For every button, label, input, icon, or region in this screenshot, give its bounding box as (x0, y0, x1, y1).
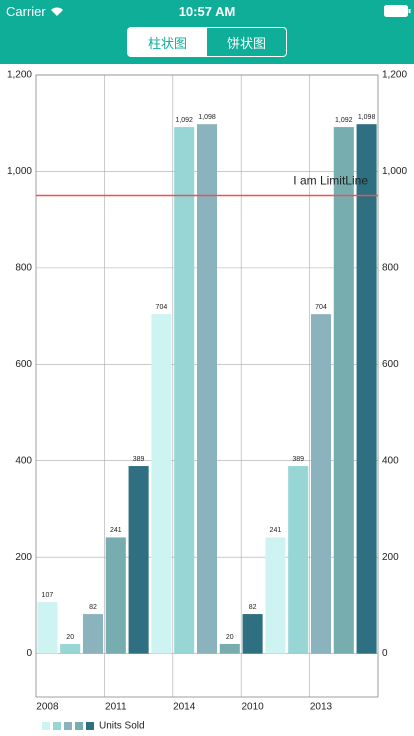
value-label: 107 (42, 592, 54, 599)
y2-tick-label: 400 (382, 455, 399, 466)
legend-swatch (42, 722, 50, 730)
legend-swatch (75, 722, 83, 730)
bar (310, 314, 332, 654)
legend-swatch (64, 722, 72, 730)
y2-tick-label: 800 (382, 263, 399, 274)
bar (60, 643, 81, 654)
y-tick-label: 800 (15, 263, 32, 274)
y-tick-label: 1,200 (7, 70, 32, 81)
bar (242, 614, 263, 654)
legend-swatch (86, 722, 94, 730)
clock: 10:57 AM (178, 4, 236, 19)
bar (265, 537, 286, 654)
bar (288, 466, 309, 654)
y2-tick-label: 600 (382, 359, 399, 370)
bar (219, 643, 240, 654)
x-tick-label: 2010 (241, 702, 264, 713)
legend-swatch (53, 722, 61, 730)
x-tick-label: 2013 (310, 702, 333, 713)
value-label: 82 (89, 604, 97, 611)
bar (82, 614, 104, 654)
wifi-icon (51, 7, 63, 16)
y-tick-label: 600 (15, 359, 32, 370)
segment[interactable]: 柱状图 (128, 28, 207, 56)
bar (196, 124, 218, 654)
bar (128, 466, 149, 654)
value-label: 389 (133, 456, 145, 463)
y2-tick-label: 1,000 (382, 166, 407, 177)
bar (356, 124, 377, 654)
y2-tick-label: 1,200 (382, 70, 407, 81)
y2-tick-label: 200 (382, 552, 399, 563)
segment[interactable]: 饼状图 (226, 35, 266, 51)
x-tick-label: 2014 (173, 702, 196, 713)
value-label: 20 (226, 634, 234, 641)
chart: 0 0 200 200 400 400 600 600 800 800 1,000 1,000 1,20… (7, 70, 407, 732)
y2-tick-label: 0 (382, 648, 388, 659)
battery-icon (384, 5, 411, 17)
value-label: 1,098 (198, 114, 216, 121)
y-tick-label: 200 (15, 552, 32, 563)
value-label: 704 (315, 304, 327, 311)
value-label: 1,092 (335, 117, 353, 124)
value-label: 704 (156, 304, 168, 311)
limit-line-label: I am LimitLine (293, 174, 368, 188)
plot-frame (35, 74, 379, 698)
nav-bar: Carrier 10:57 AM 柱状图 饼状图 (0, 0, 414, 64)
legend-label: Units Sold (99, 721, 145, 732)
value-label: 20 (66, 634, 74, 641)
value-label: 241 (270, 527, 282, 534)
bar (333, 127, 354, 654)
value-label: 82 (249, 604, 257, 611)
value-label: 1,098 (358, 114, 376, 121)
bar (174, 127, 195, 654)
bar (105, 537, 126, 654)
x-tick-label: 2011 (105, 702, 127, 713)
segmented-control: 柱状图 饼状图 (127, 27, 287, 57)
value-label: 241 (110, 527, 122, 534)
bar (37, 602, 58, 654)
x-tick-label: 2008 (36, 702, 59, 713)
y-tick-label: 400 (15, 455, 32, 466)
value-label: 389 (292, 456, 304, 463)
y-tick-label: 1,000 (7, 166, 32, 177)
carrier: Carrier (6, 4, 46, 19)
value-label: 1,092 (175, 117, 193, 124)
bar (151, 314, 172, 654)
y-tick-label: 0 (26, 648, 32, 659)
